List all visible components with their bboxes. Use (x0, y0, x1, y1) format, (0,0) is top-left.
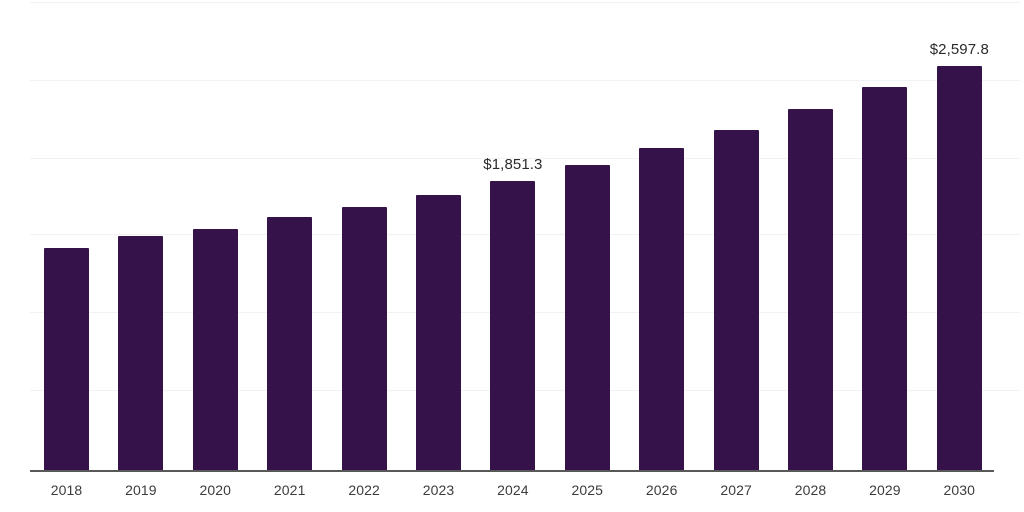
bar-group-2022[interactable] (341, 0, 387, 470)
bar-2024[interactable] (490, 181, 536, 470)
bar-2025[interactable] (564, 165, 610, 470)
bar-2027[interactable] (713, 130, 759, 470)
x-tick-label-2020: 2020 (199, 482, 232, 498)
x-tick-label-2028: 2028 (794, 482, 827, 498)
x-axis-tick-labels: 2018 2019 2020 2021 2022 2023 2024 2025 2026 2027… (0, 470, 1024, 512)
bar-group-2030[interactable]: $2,597.8 (930, 0, 989, 470)
bar-group-2025[interactable] (564, 0, 610, 470)
bar-group-2023[interactable] (416, 0, 461, 470)
bar-2021[interactable] (267, 217, 313, 470)
x-tick-label-2030: 2030 (943, 482, 976, 498)
x-axis-line (30, 470, 994, 472)
x-tick-label-2022: 2022 (348, 482, 380, 498)
bar-value-label-2024: $1,851.3 (483, 156, 543, 173)
bar-group-2020[interactable] (192, 0, 238, 470)
bar-2029[interactable] (862, 87, 908, 470)
x-tick-label-2029: 2029 (869, 482, 901, 498)
x-tick-label-2018: 2018 (50, 482, 83, 498)
x-tick-label-2023: 2023 (422, 482, 455, 498)
bar-group-2021[interactable] (267, 0, 313, 470)
bar-2018[interactable] (44, 248, 89, 470)
x-tick-label-2021: 2021 (273, 482, 306, 498)
x-tick-label-2026: 2026 (645, 482, 678, 498)
bar-group-2027[interactable] (713, 0, 759, 470)
x-tick-label-2019: 2019 (125, 482, 157, 498)
bar-group-2029[interactable] (862, 0, 908, 470)
x-tick-label-2027: 2027 (720, 482, 752, 498)
bar-2030[interactable] (936, 66, 982, 470)
bar-2026[interactable] (639, 148, 685, 470)
bar-2022[interactable] (341, 207, 387, 470)
bar-2020[interactable] (192, 229, 238, 470)
chart-plot-area: $1,851.3 $2,597.8 (44, 0, 989, 470)
bar-group-2018[interactable] (44, 0, 89, 470)
bar-2028[interactable] (788, 109, 833, 470)
x-tick-label-2024: 2024 (497, 482, 529, 498)
bar-group-2028[interactable] (788, 0, 833, 470)
bar-2019[interactable] (118, 236, 164, 470)
bar-2023[interactable] (416, 195, 461, 470)
bar-value-label-2030: $2,597.8 (929, 41, 989, 58)
x-tick-label-2025: 2025 (571, 482, 604, 498)
bar-group-2019[interactable] (118, 0, 164, 470)
bar-group-2026[interactable] (639, 0, 685, 470)
bar-group-2024[interactable]: $1,851.3 (483, 0, 542, 470)
